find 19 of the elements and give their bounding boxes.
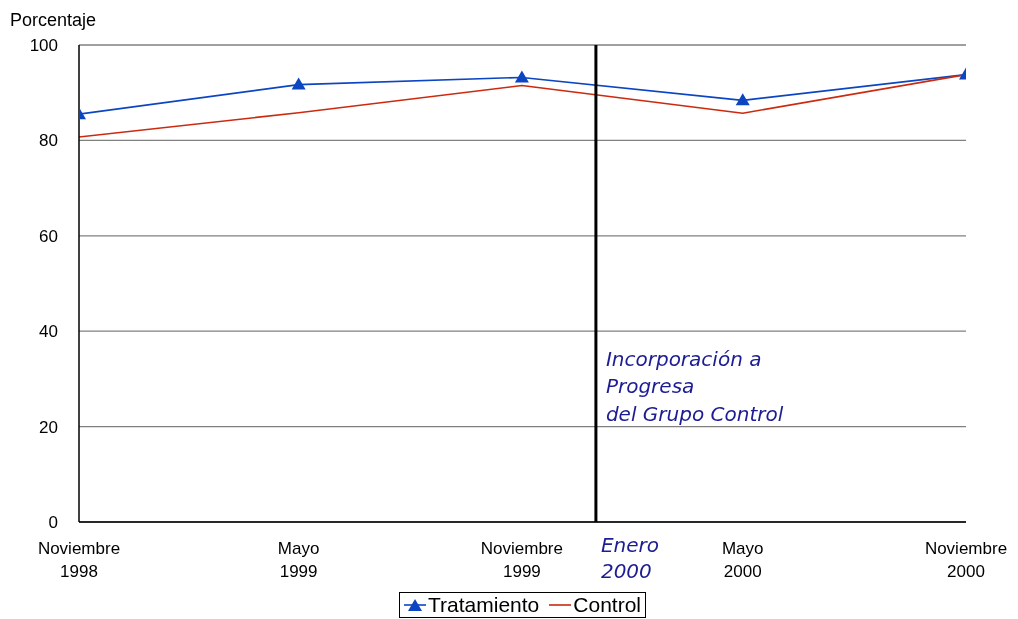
- x-tick-label: Noviembre 1999: [480, 539, 563, 581]
- y-tick-label: 100: [29, 36, 58, 56]
- point: [514, 70, 529, 83]
- point: [291, 77, 306, 90]
- legend-label: Control: [573, 593, 641, 616]
- y-tick-label: 80: [39, 131, 58, 151]
- annotation: Incorporación a Progresa del Grupo Control: [605, 346, 784, 426]
- y-tick-label: 60: [39, 226, 58, 246]
- y-tick-label: 20: [39, 417, 58, 437]
- y-axis-title: Porcentaje: [10, 10, 97, 30]
- y-tick-label: 0: [48, 513, 58, 533]
- y-tick-label: 40: [39, 322, 58, 342]
- ref-line-label: Enero 2000: [600, 533, 659, 583]
- x-tick-label: Noviembre 2000: [924, 539, 1008, 581]
- x-tick-label: Mayo 2000: [721, 539, 764, 581]
- legend-label: Tratamiento: [428, 593, 540, 616]
- point: [735, 93, 750, 106]
- x-tick-label: Noviembre 1998: [37, 539, 121, 581]
- x-tick-label: Mayo 1999: [277, 539, 320, 581]
